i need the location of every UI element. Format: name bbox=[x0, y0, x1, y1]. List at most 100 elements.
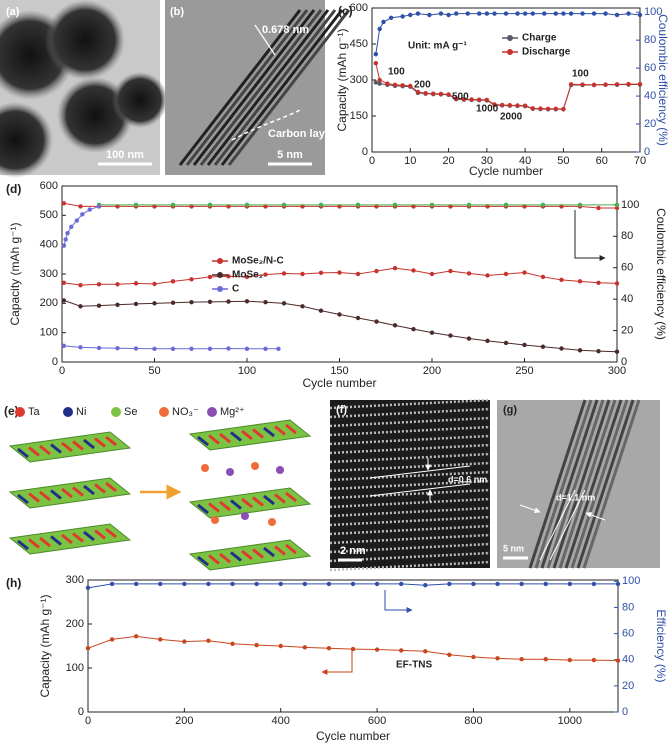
panel-label: (b) bbox=[170, 6, 184, 18]
scale-bar: 5 nm bbox=[277, 149, 303, 161]
y2-tick-label: 40 bbox=[622, 654, 634, 666]
data-point bbox=[244, 202, 250, 208]
ion bbox=[226, 468, 234, 476]
legend-marker bbox=[507, 35, 513, 41]
data-point bbox=[423, 649, 428, 654]
annotation: 2000 bbox=[500, 112, 523, 123]
x-tick-label: 30 bbox=[481, 155, 493, 167]
data-point bbox=[447, 581, 452, 587]
layer-bond bbox=[274, 545, 286, 556]
data-point bbox=[170, 346, 176, 351]
y-tick-label: 0 bbox=[52, 356, 58, 368]
layer-bond bbox=[61, 487, 73, 499]
atom-row bbox=[329, 425, 491, 437]
data-point bbox=[577, 279, 583, 284]
annotation: 100 bbox=[388, 67, 405, 78]
x-tick-label: 300 bbox=[608, 365, 626, 377]
lattice-fringe bbox=[576, 399, 635, 569]
legend-marker bbox=[217, 286, 223, 292]
data-point bbox=[591, 11, 597, 16]
atom-row bbox=[329, 542, 491, 554]
y2-tick-label: 40 bbox=[621, 293, 633, 305]
data-point bbox=[522, 103, 528, 108]
x-tick-label: 400 bbox=[272, 715, 290, 727]
x-axis-label: Cycle number bbox=[302, 376, 376, 390]
data-point bbox=[591, 657, 597, 663]
data-point bbox=[278, 581, 283, 587]
data-point bbox=[637, 81, 643, 87]
chart: (d)0 50 100 150 200 250 3000100200300400500600… bbox=[6, 180, 668, 390]
layer bbox=[8, 523, 132, 555]
data-point bbox=[515, 103, 520, 108]
data-point bbox=[374, 268, 379, 274]
legend-swatch bbox=[207, 407, 217, 417]
layer-bond bbox=[17, 539, 29, 551]
annotation: 0.678 nm bbox=[262, 24, 309, 36]
data-point bbox=[492, 102, 497, 107]
data-point bbox=[596, 280, 601, 285]
data-point bbox=[350, 646, 356, 652]
layer-bond bbox=[83, 438, 95, 450]
data-point bbox=[438, 91, 444, 97]
data-point bbox=[591, 82, 597, 88]
data-point bbox=[182, 639, 187, 644]
data-point bbox=[207, 299, 213, 305]
annotation: 1000 bbox=[476, 104, 499, 115]
data-point bbox=[318, 270, 324, 276]
data-point bbox=[254, 642, 259, 648]
layer-bond bbox=[241, 549, 253, 561]
y2-tick-label: 20 bbox=[644, 118, 656, 130]
data-point bbox=[484, 97, 490, 103]
atom-row bbox=[329, 452, 491, 464]
data-point bbox=[87, 207, 92, 212]
data-point bbox=[207, 202, 213, 208]
y2-axis-label: Efficiency (%) bbox=[654, 609, 668, 682]
x-tick-label: 150 bbox=[330, 365, 348, 377]
x-tick-label: 250 bbox=[515, 365, 533, 377]
data-point bbox=[454, 96, 459, 101]
chart: (h) 0 200 400 600 800 1000 0 100 200 300 0 20 40 60 80 1… bbox=[6, 574, 668, 743]
data-point bbox=[408, 83, 413, 89]
layer-bond bbox=[94, 437, 106, 448]
atom-row bbox=[329, 407, 491, 419]
data-point bbox=[133, 634, 139, 639]
lattice-fringe bbox=[546, 399, 605, 569]
y2-tick-label: 80 bbox=[621, 230, 633, 242]
x-tick-label: 70 bbox=[634, 155, 646, 167]
data-point bbox=[540, 274, 546, 280]
annotation: EF-TNS bbox=[396, 660, 432, 671]
data-point bbox=[400, 14, 405, 19]
data-point bbox=[96, 204, 102, 209]
lattice-fringe bbox=[582, 399, 641, 569]
atom-row bbox=[329, 506, 491, 518]
data-point bbox=[469, 97, 474, 102]
data-point bbox=[189, 277, 194, 282]
legend-label: MoSe₂/N-C bbox=[232, 256, 284, 267]
data-point bbox=[254, 581, 259, 587]
data-point bbox=[392, 265, 398, 271]
layer-bond bbox=[230, 431, 242, 442]
legend-label: Mg²⁺ bbox=[220, 406, 245, 418]
y-tick-label: 200 bbox=[40, 297, 58, 309]
layer-bond bbox=[263, 546, 275, 558]
layer-bond bbox=[274, 425, 286, 436]
lattice-fringe bbox=[570, 399, 629, 569]
data-point bbox=[485, 273, 490, 278]
panel-label: (h) bbox=[6, 576, 21, 590]
y-tick-label: 600 bbox=[40, 180, 58, 192]
data-point bbox=[109, 637, 115, 642]
data-point bbox=[545, 106, 551, 112]
data-point bbox=[61, 280, 67, 285]
data-point bbox=[415, 89, 421, 95]
layer-bond bbox=[274, 493, 286, 504]
layer-bond bbox=[17, 447, 29, 459]
x-axis-label: Cycle number bbox=[469, 164, 543, 178]
data-point bbox=[561, 11, 566, 16]
y2-tick-label: 60 bbox=[621, 262, 633, 274]
data-point bbox=[206, 581, 211, 587]
x-tick-label: 100 bbox=[238, 365, 256, 377]
data-point bbox=[466, 202, 472, 208]
data-point bbox=[484, 11, 490, 16]
layer-bond bbox=[28, 492, 40, 503]
data-point bbox=[530, 11, 535, 16]
